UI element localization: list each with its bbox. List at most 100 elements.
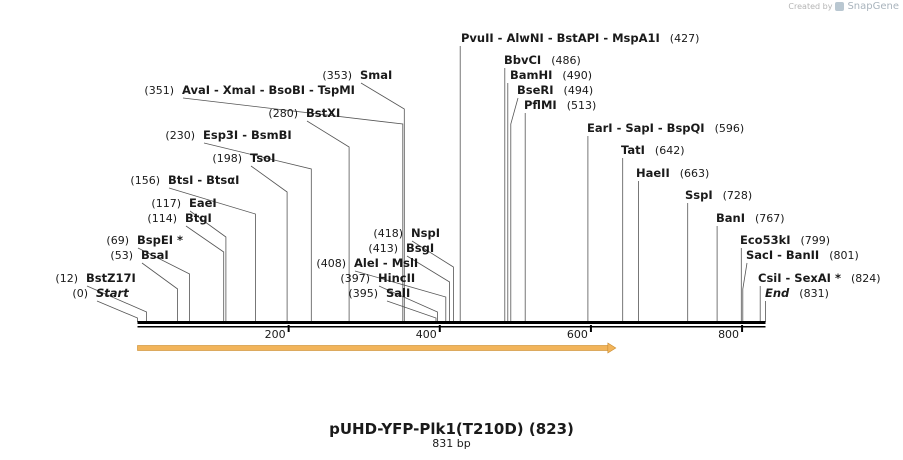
site-label-eari-sapi-bspqi[interactable]: EarI - SapI - BspQI: [587, 121, 705, 135]
site-label-bsgi[interactable]: BsgI: [406, 241, 434, 255]
site-label-saci-banii[interactable]: SacI - BanII: [746, 248, 819, 262]
site-pos-btsi-bts-i: (156): [130, 174, 160, 187]
feature-arrow[interactable]: [137, 342, 617, 354]
site-label-bsai[interactable]: BsaI: [141, 248, 169, 262]
site-line-bsgi: [406, 255, 450, 322]
site-pos-csii-sexai: (824): [851, 272, 881, 285]
site-line-btsi-bts-i: [168, 187, 256, 322]
site-pos-tsoi: (198): [212, 152, 242, 165]
snapgene-logo-icon: [835, 2, 845, 11]
site-pos-eari-sapi-bspqi: (596): [715, 122, 745, 135]
site-pos-bseri: (494): [564, 84, 594, 97]
sequence-title: pUHD-YFP-Plk1(T210D) (823): [329, 420, 574, 438]
tick-label-600: 600: [567, 328, 588, 341]
site-label-alei-msli[interactable]: AleI - MslI: [354, 256, 418, 270]
tick-label-200: 200: [265, 328, 286, 341]
feature-arrow-head[interactable]: [607, 342, 617, 354]
site-label-csii-sexai[interactable]: CsiI - SexAI *: [758, 271, 841, 285]
site-label-btsi-bts-i[interactable]: BtsI - BtsαI: [168, 173, 239, 187]
site-label-start[interactable]: Start: [96, 286, 129, 300]
tick-label-800: 800: [718, 328, 739, 341]
site-line-bstz17i: [86, 285, 147, 322]
site-line-bsai: [141, 262, 178, 322]
site-pos-eaei: (117): [151, 197, 181, 210]
site-pos-start: (0): [72, 287, 88, 300]
site-label-bstz17i[interactable]: BstZ17I: [86, 271, 136, 285]
site-label-bstxi[interactable]: BstXI: [306, 106, 340, 120]
site-label-nspi[interactable]: NspI: [411, 226, 440, 240]
site-pos-bbvci: (486): [551, 54, 581, 67]
site-pos-bspei: (69): [106, 234, 129, 247]
site-line-esp3i-bsmbi: [203, 142, 312, 322]
site-label-smai[interactable]: SmaI: [360, 68, 392, 82]
site-pos-alei-msli: (408): [316, 257, 346, 270]
site-label-btgi[interactable]: BtgI: [185, 211, 212, 225]
site-pos-sali: (395): [348, 287, 378, 300]
tick-400: [438, 325, 441, 332]
site-label-pflmi[interactable]: PflMI: [524, 98, 557, 112]
credit-brand: SnapGene: [847, 1, 899, 12]
site-pos-end: (831): [799, 287, 829, 300]
site-label-tati[interactable]: TatI: [621, 143, 645, 157]
site-label-bseri[interactable]: BseRI: [517, 83, 554, 97]
site-label-bamhi[interactable]: BamHI: [510, 68, 552, 82]
site-label-bbvci[interactable]: BbvCI: [504, 53, 541, 67]
site-line-avai-xmai-bsobi-tspmi: [182, 97, 404, 322]
site-pos-sspi: (728): [723, 189, 753, 202]
backbone-top-line: [137, 321, 766, 324]
site-line-eaei: [189, 210, 227, 322]
site-line-alei-msli: [354, 270, 447, 322]
tick-600: [589, 325, 592, 332]
site-pos-tati: (642): [655, 144, 685, 157]
site-line-bseri: [510, 97, 519, 322]
site-label-sspi[interactable]: SspI: [685, 188, 713, 202]
site-line-nspi: [411, 240, 454, 322]
site-pos-bani: (767): [755, 212, 785, 225]
site-label-eaei[interactable]: EaeI: [189, 196, 217, 210]
tick-800: [741, 325, 744, 332]
site-label-pvuii-alwni-bstapi-mspa1i[interactable]: PvuII - AlwNI - BstAPI - MspA1I: [461, 31, 660, 45]
site-label-tsoi[interactable]: TsoI: [250, 151, 275, 165]
site-label-hincii[interactable]: HincII: [378, 271, 415, 285]
site-pos-eco53ki: (799): [801, 234, 831, 247]
site-pos-bstz17i: (12): [55, 272, 78, 285]
site-line-btgi: [185, 225, 225, 322]
site-pos-nspi: (418): [373, 227, 403, 240]
site-label-eco53ki[interactable]: Eco53kI: [740, 233, 791, 247]
site-pos-smai: (353): [322, 69, 352, 82]
sequence-length: 831 bp: [432, 437, 471, 450]
site-line-smai: [360, 82, 405, 322]
site-pos-bstxi: (280): [268, 107, 298, 120]
tick-200: [287, 325, 290, 332]
site-pos-saci-banii: (801): [829, 249, 859, 262]
site-pos-pflmi: (513): [567, 99, 597, 112]
site-label-esp3i-bsmbi[interactable]: Esp3I - BsmBI: [203, 128, 292, 142]
site-pos-hincii: (397): [340, 272, 370, 285]
site-label-bspei[interactable]: BspEI *: [137, 233, 183, 247]
snapgene-credit: Created by SnapGene: [788, 1, 899, 12]
site-line-tsoi: [250, 165, 288, 322]
site-pos-pvuii-alwni-bstapi-mspa1i: (427): [670, 32, 700, 45]
site-pos-bsai: (53): [110, 249, 133, 262]
site-line-saci-banii: [742, 262, 748, 322]
site-label-sali[interactable]: SalI: [386, 286, 410, 300]
site-line-bstxi: [306, 120, 350, 322]
site-pos-btgi: (114): [147, 212, 177, 225]
ruler-ticks: 200 400 600 800: [265, 325, 744, 341]
site-line-start: [96, 300, 138, 322]
site-pos-bamhi: (490): [562, 69, 592, 82]
site-label-end[interactable]: End: [765, 286, 790, 300]
site-pos-esp3i-bsmbi: (230): [165, 129, 195, 142]
site-label-bani[interactable]: BanI: [716, 211, 745, 225]
site-pos-bsgi: (413): [368, 242, 398, 255]
site-line-bspei: [137, 247, 190, 322]
site-label-haeii[interactable]: HaeII: [636, 166, 670, 180]
backbone-bottom-line: [137, 326, 766, 328]
feature-arrow-shaft[interactable]: [137, 345, 611, 351]
site-labels: Start (0) BstZ17I (12) BsaI (53) BspEI * (69) Bt…: [55, 31, 880, 300]
site-label-avai-xmai-bsobi-tspmi[interactable]: AvaI - XmaI - BsoBI - TspMI: [182, 83, 355, 97]
site-lines: [86, 46, 766, 322]
site-pos-haeii: (663): [680, 167, 710, 180]
backbone: [137, 321, 766, 328]
